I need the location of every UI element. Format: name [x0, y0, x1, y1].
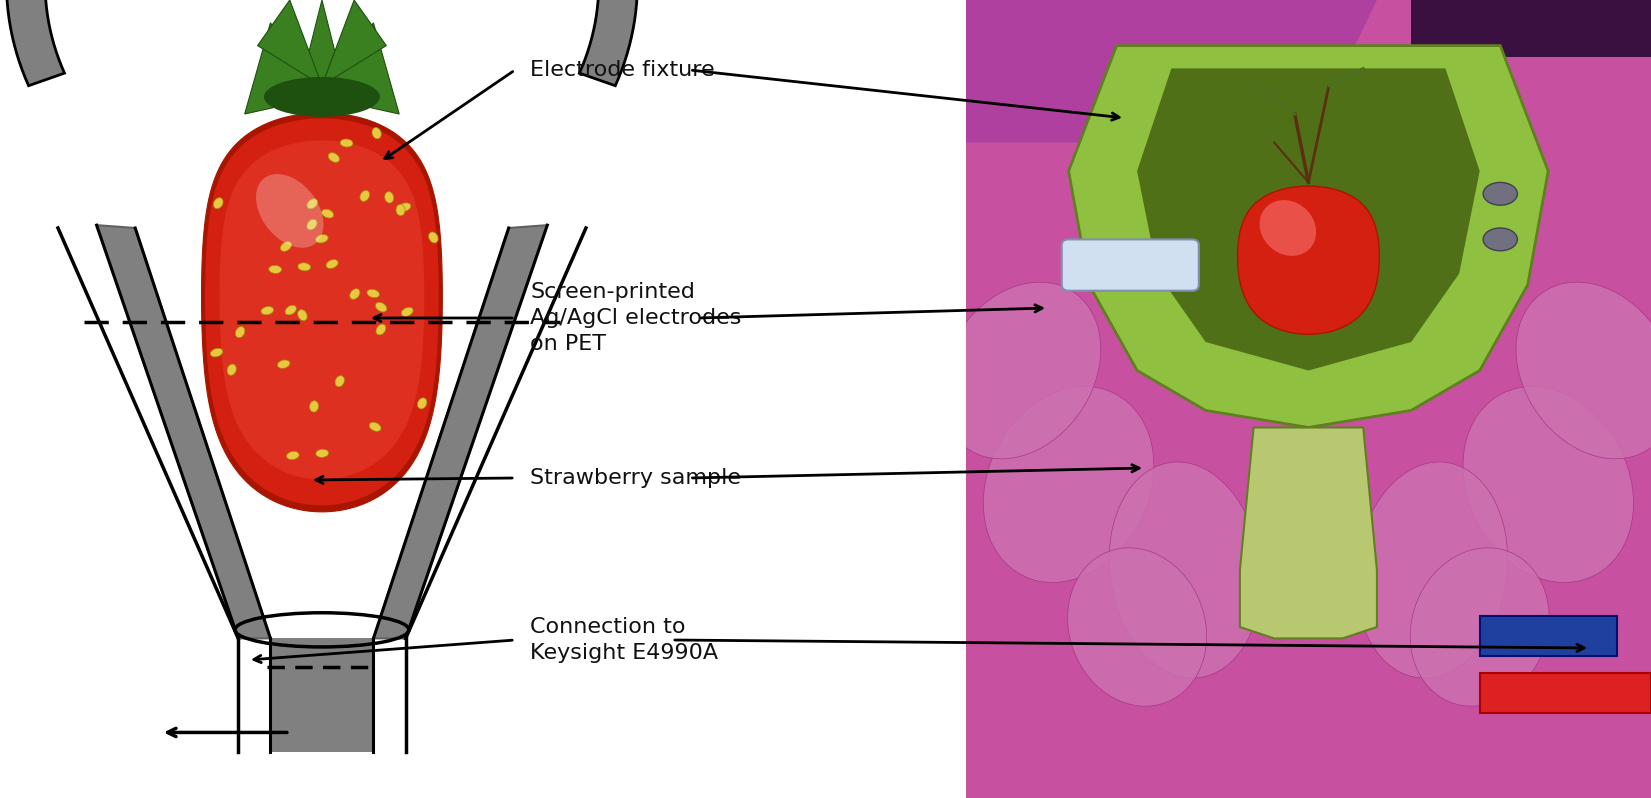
Polygon shape — [1479, 673, 1651, 713]
Polygon shape — [1138, 69, 1479, 370]
Ellipse shape — [1068, 547, 1207, 706]
Text: Screen-printed
Ag/AgCl electrodes
on PET: Screen-printed Ag/AgCl electrodes on PET — [530, 282, 741, 354]
Ellipse shape — [1410, 547, 1549, 706]
Polygon shape — [220, 140, 424, 480]
Polygon shape — [7, 0, 279, 85]
Ellipse shape — [984, 386, 1154, 583]
Polygon shape — [296, 0, 348, 103]
Ellipse shape — [315, 235, 329, 243]
Polygon shape — [205, 118, 439, 505]
Ellipse shape — [1483, 183, 1517, 205]
Ellipse shape — [309, 401, 319, 412]
Ellipse shape — [370, 422, 381, 432]
Ellipse shape — [1109, 462, 1261, 678]
Polygon shape — [966, 0, 1651, 798]
Ellipse shape — [350, 289, 360, 299]
Polygon shape — [966, 0, 1377, 143]
Ellipse shape — [307, 199, 317, 209]
Ellipse shape — [210, 348, 223, 357]
Polygon shape — [271, 638, 373, 753]
Ellipse shape — [269, 266, 282, 274]
Polygon shape — [201, 113, 442, 512]
Ellipse shape — [286, 306, 297, 315]
Ellipse shape — [340, 139, 353, 147]
Ellipse shape — [322, 209, 334, 218]
Ellipse shape — [277, 360, 291, 369]
Ellipse shape — [941, 282, 1101, 459]
Ellipse shape — [385, 192, 393, 203]
Ellipse shape — [1260, 200, 1316, 256]
Text: Connection to
Keysight E4990A: Connection to Keysight E4990A — [530, 617, 718, 663]
Ellipse shape — [307, 219, 317, 230]
Ellipse shape — [297, 263, 310, 271]
Ellipse shape — [1483, 228, 1517, 251]
Ellipse shape — [360, 191, 370, 201]
Ellipse shape — [325, 259, 338, 268]
Ellipse shape — [315, 449, 329, 457]
Text: Electrode fixture: Electrode fixture — [530, 60, 715, 80]
FancyBboxPatch shape — [1062, 239, 1199, 290]
Ellipse shape — [261, 306, 274, 315]
Polygon shape — [1479, 615, 1616, 655]
Polygon shape — [1068, 45, 1549, 428]
Polygon shape — [1240, 428, 1377, 638]
Ellipse shape — [264, 77, 380, 117]
Ellipse shape — [429, 232, 438, 243]
Ellipse shape — [396, 204, 404, 215]
Ellipse shape — [1463, 386, 1633, 583]
Ellipse shape — [1516, 282, 1651, 459]
Ellipse shape — [213, 198, 223, 208]
Polygon shape — [258, 0, 322, 85]
Ellipse shape — [401, 307, 413, 317]
Polygon shape — [244, 23, 322, 114]
Ellipse shape — [1355, 462, 1507, 678]
Ellipse shape — [329, 152, 340, 162]
Ellipse shape — [371, 128, 381, 139]
Polygon shape — [373, 225, 548, 638]
Ellipse shape — [236, 326, 244, 338]
Ellipse shape — [375, 302, 386, 312]
Polygon shape — [322, 23, 400, 114]
Polygon shape — [96, 225, 271, 638]
Polygon shape — [322, 0, 386, 85]
Ellipse shape — [228, 364, 236, 375]
Text: Strawberry sample: Strawberry sample — [530, 468, 741, 488]
Ellipse shape — [281, 242, 292, 251]
Polygon shape — [1238, 186, 1379, 334]
Ellipse shape — [367, 290, 380, 298]
Ellipse shape — [297, 310, 307, 321]
Ellipse shape — [335, 376, 345, 387]
Ellipse shape — [287, 452, 299, 460]
Ellipse shape — [418, 398, 428, 409]
Ellipse shape — [256, 174, 324, 247]
Polygon shape — [1412, 0, 1651, 57]
Polygon shape — [365, 0, 637, 85]
Ellipse shape — [398, 203, 411, 211]
Ellipse shape — [376, 324, 386, 335]
